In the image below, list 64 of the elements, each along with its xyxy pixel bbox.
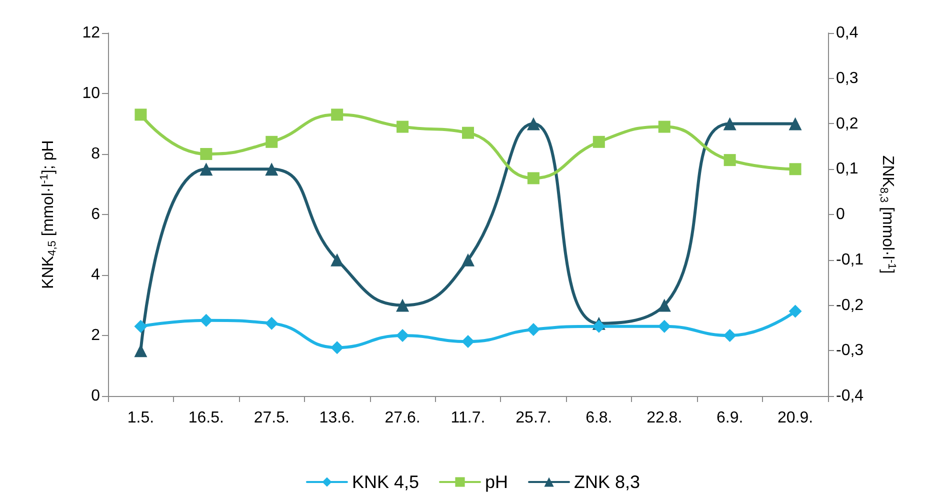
x-tick-label: 6.8. <box>586 410 612 426</box>
legend-label: ZNK 8,3 <box>574 472 640 492</box>
point <box>462 335 474 348</box>
y2-tick-label: 0,3 <box>836 70 858 87</box>
y-tick-label: 2 <box>91 327 100 344</box>
point <box>723 329 736 342</box>
y2-axis-title: ZNK8,3 [mmol·l-1] <box>878 155 898 274</box>
point <box>789 163 802 176</box>
y2-tick-label: 0,2 <box>836 115 858 132</box>
point <box>200 148 212 160</box>
y-tick-label: 12 <box>82 24 100 42</box>
y2-tick-label: -0,2 <box>836 296 864 314</box>
point <box>658 298 671 312</box>
point <box>396 120 409 133</box>
x-tick-label: 6.9. <box>716 410 744 426</box>
legend-label: pH <box>485 472 508 492</box>
point <box>658 320 671 333</box>
y-tick-label: 10 <box>82 85 100 102</box>
legend-label: KNK 4,5 <box>352 472 420 492</box>
point <box>200 314 213 327</box>
point <box>134 320 148 333</box>
x-tick-label: 16.5. <box>188 410 224 426</box>
point <box>134 344 148 358</box>
y-tick-label: 6 <box>91 206 100 223</box>
point <box>526 322 540 336</box>
y-tick-label: 0 <box>91 388 100 404</box>
point <box>330 253 344 266</box>
point <box>265 162 278 176</box>
y-tick-label: 8 <box>91 146 100 162</box>
point <box>200 162 213 176</box>
x-tick-label: 27.5. <box>254 410 290 426</box>
y2-tick-label: 0,4 <box>836 24 858 42</box>
point <box>265 316 278 330</box>
x-tick-label: 25.7. <box>516 410 552 426</box>
point <box>330 341 344 354</box>
y2-tick-label: -0,3 <box>836 342 864 360</box>
x-tick-label: 1.5. <box>127 410 154 426</box>
point <box>592 136 605 148</box>
y-tick-label: 4 <box>91 266 100 284</box>
point <box>134 108 147 121</box>
x-tick-label: 27.6. <box>384 410 420 426</box>
x-tick-label: 22.8. <box>646 410 682 426</box>
point <box>266 136 278 148</box>
point <box>462 253 474 266</box>
point <box>592 320 606 333</box>
y-axis-title: KNK4,5 [mmol·l-1]; pH <box>38 140 58 289</box>
point <box>331 108 344 121</box>
point <box>658 120 670 133</box>
point <box>526 117 540 130</box>
point <box>724 154 736 166</box>
point <box>396 329 410 342</box>
x-tick-label: 11.7. <box>450 410 486 426</box>
point <box>788 117 802 130</box>
point <box>396 298 410 312</box>
y2-tick-label: -0,4 <box>836 388 864 404</box>
point <box>527 172 540 184</box>
point <box>462 126 474 139</box>
y2-tick-label: 0,1 <box>836 160 858 178</box>
y2-tick-label: -0,1 <box>836 251 864 268</box>
y2-tick-label: 0 <box>836 206 845 223</box>
x-tick-label: 13.6. <box>319 410 355 426</box>
point <box>723 117 736 130</box>
point <box>788 304 802 318</box>
x-tick-label: 20.9. <box>777 410 814 426</box>
